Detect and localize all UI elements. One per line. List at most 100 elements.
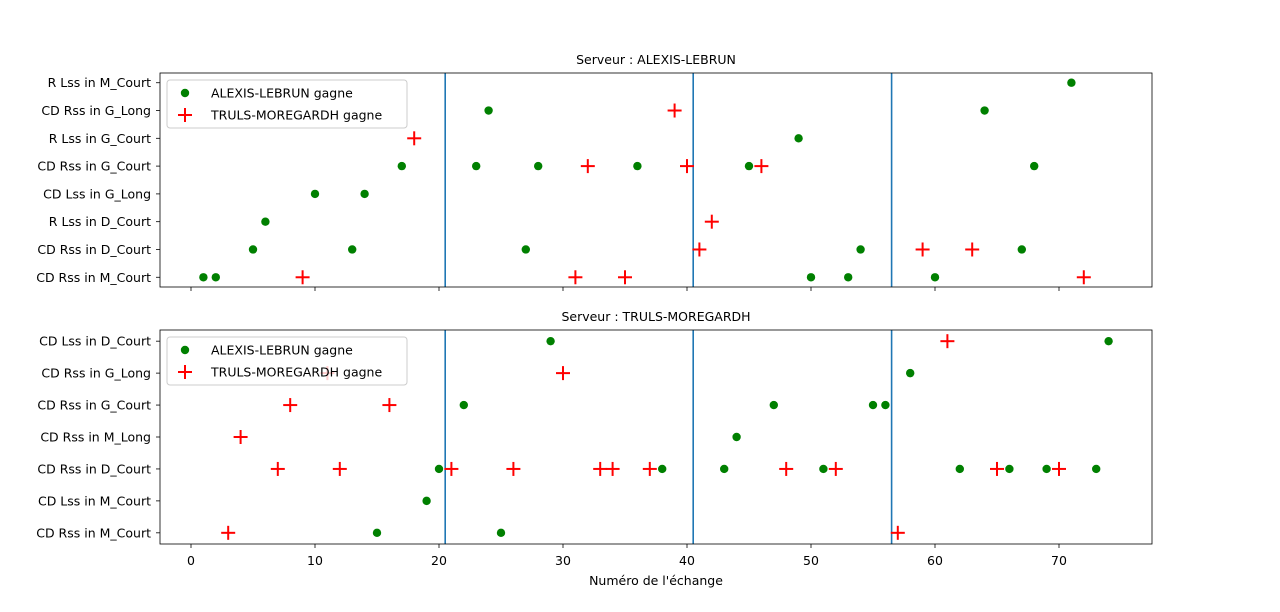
point-truls-win (828, 461, 843, 476)
point-alexis-win (1092, 464, 1101, 474)
legend-marker-circle (180, 88, 190, 98)
legend-label: ALEXIS-LEBRUN gagne (211, 86, 353, 101)
point-alexis-win (496, 528, 506, 538)
x-tick-label: 0 (187, 553, 195, 568)
point-alexis-win (806, 273, 816, 282)
point-alexis-win (1067, 78, 1076, 87)
point-alexis-win (930, 273, 940, 282)
plot-frame (159, 72, 1153, 288)
point-truls-win (754, 159, 769, 174)
point-alexis-win (248, 245, 258, 254)
point-alexis-win (261, 217, 270, 226)
legend-box (166, 336, 408, 386)
point-truls-win (667, 103, 682, 118)
point-alexis-win (633, 161, 642, 171)
y-tick-label: CD Rss in G_Long (41, 103, 151, 118)
point-alexis-win (980, 106, 989, 115)
point-alexis-win (732, 432, 741, 442)
legend: ALEXIS-LEBRUN gagne TRULS-MOREGARDH gagne (166, 336, 408, 386)
point-truls-win (221, 525, 236, 540)
point-truls-win (779, 461, 794, 476)
point-truls-win (295, 270, 310, 285)
point-truls-win (605, 461, 620, 476)
point-truls-win (593, 461, 608, 476)
point-alexis-win (881, 400, 890, 410)
point-alexis-win (906, 368, 915, 378)
x-tick-label: 50 (803, 553, 819, 568)
point-truls-win (568, 270, 583, 285)
point-truls-win (965, 242, 980, 257)
y-tick-label: CD Rss in M_Court (36, 270, 151, 285)
y-tick-label: CD Rss in D_Court (37, 461, 151, 476)
point-truls-win (1052, 461, 1066, 476)
y-tick-label: CD Rss in M_Court (36, 525, 151, 540)
point-alexis-win (534, 161, 543, 171)
point-alexis-win (720, 464, 729, 474)
point-truls-win (704, 214, 719, 229)
point-alexis-win (211, 273, 220, 282)
point-alexis-win (372, 528, 382, 538)
point-truls-win (1076, 270, 1091, 285)
point-alexis-win (856, 245, 865, 254)
x-tick-label: 10 (307, 553, 323, 568)
chart-title: Serveur : TRULS-MOREGARDH (561, 309, 750, 324)
point-truls-win (407, 131, 422, 146)
point-alexis-win (1017, 245, 1026, 254)
point-alexis-win (397, 161, 406, 171)
point-alexis-win (360, 189, 369, 199)
legend-box (166, 79, 408, 129)
point-alexis-win (459, 400, 468, 410)
point-truls-win (444, 461, 459, 476)
point-alexis-win (844, 273, 853, 282)
point-alexis-win (658, 464, 667, 474)
y-tick-label: R Lss in D_Court (49, 214, 151, 229)
point-alexis-win (348, 245, 357, 254)
point-truls-win (556, 366, 570, 381)
point-truls-win (580, 159, 595, 174)
legend-label: TRULS-MOREGARDH gagne (210, 365, 382, 380)
point-truls-win (382, 398, 397, 413)
point-alexis-win (769, 400, 778, 410)
point-truls-win (233, 430, 248, 444)
chart-panel-1: Serveur : ALEXIS-LEBRUN CD Rss in M_Court… (36, 52, 1153, 291)
x-tick-label: 60 (927, 553, 943, 568)
point-alexis-win (310, 189, 320, 199)
x-tick-label: 40 (679, 553, 695, 568)
point-truls-win (642, 461, 657, 476)
point-truls-win (618, 270, 632, 285)
point-truls-win (283, 398, 298, 413)
point-alexis-win (546, 336, 555, 346)
x-tick-label: 20 (431, 553, 447, 568)
y-tick-label: CD Rss in D_Court (37, 242, 151, 257)
point-alexis-win (1030, 161, 1039, 171)
x-tick-label: 70 (1051, 553, 1067, 568)
y-tick-label: R Lss in M_Court (48, 75, 151, 90)
point-truls-win (990, 461, 1004, 476)
point-alexis-win (819, 464, 828, 474)
point-alexis-win (955, 464, 964, 474)
y-tick-label: R Lss in G_Court (49, 131, 151, 146)
x-tick-label: 30 (555, 553, 571, 568)
point-alexis-win (434, 464, 444, 474)
point-truls-win (270, 461, 285, 476)
point-alexis-win (1104, 336, 1113, 346)
legend-label: TRULS-MOREGARDH gagne (210, 108, 382, 123)
point-alexis-win (868, 400, 878, 410)
y-tick-label: CD Rss in M_Long (40, 430, 151, 445)
point-alexis-win (199, 273, 208, 282)
y-tick-label: CD Rss in G_Long (41, 366, 151, 381)
point-truls-win (332, 461, 347, 476)
point-truls-win (506, 461, 521, 476)
y-tick-label: CD Lss in M_Court (38, 493, 151, 508)
chart-title: Serveur : ALEXIS-LEBRUN (576, 52, 736, 67)
legend-marker-circle (180, 345, 190, 355)
legend-label: ALEXIS-LEBRUN gagne (211, 343, 353, 358)
point-truls-win (890, 525, 905, 540)
y-tick-label: CD Rss in G_Court (37, 159, 151, 174)
point-truls-win (680, 159, 694, 174)
point-truls-win (692, 242, 707, 257)
point-truls-win (940, 334, 955, 349)
y-tick-label: CD Lss in G_Long (43, 186, 151, 201)
point-alexis-win (521, 245, 530, 254)
